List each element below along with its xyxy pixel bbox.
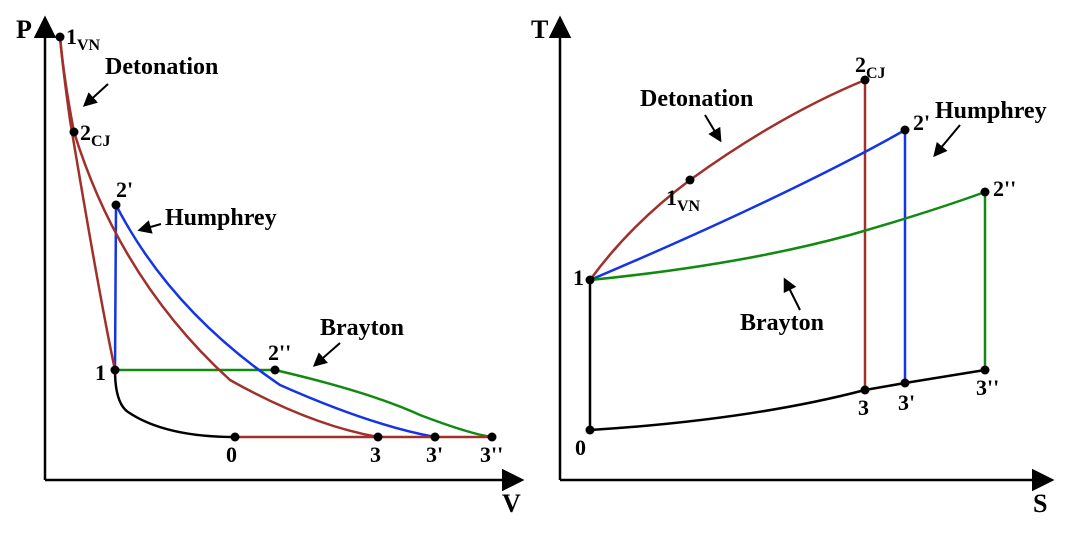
point-label-2CJ: 2CJ <box>855 52 886 82</box>
pv-arrow-humphrey <box>140 224 161 230</box>
point-2CJ <box>70 128 79 137</box>
pv-detonation-1vn-2cj <box>60 37 74 132</box>
ts-brayton-1-2pp <box>590 192 985 280</box>
point-1 <box>111 366 120 375</box>
pv-curve-0-1 <box>115 370 235 437</box>
ts-label-brayton: Brayton <box>740 310 824 336</box>
pv-arrow-detonation <box>85 84 108 105</box>
point-label-1: 1 <box>95 360 106 385</box>
ts-diagram: T S Detonation Humphrey Brayton 0 1 3 1VN 2C… <box>531 15 1050 518</box>
point-label-2p: 2' <box>913 110 930 135</box>
pv-label-humphrey: Humphrey <box>165 205 277 231</box>
point-2pp <box>271 366 280 375</box>
point-1 <box>586 276 595 285</box>
point-3 <box>861 386 870 395</box>
point-label-2pp: 2'' <box>268 340 291 365</box>
point-label-2CJ: 2CJ <box>80 120 111 150</box>
pv-brayton-2pp-3pp <box>275 370 492 437</box>
point-1VN <box>56 33 65 42</box>
ts-arrow-brayton <box>785 280 800 310</box>
point-label-3: 3 <box>858 395 869 420</box>
point-3 <box>374 433 383 442</box>
point-label-2pp: 2'' <box>993 176 1016 201</box>
point-2p <box>901 126 910 135</box>
pv-y-axis-label: P <box>16 15 32 44</box>
pv-label-brayton: Brayton <box>320 315 404 341</box>
pv-arrow-brayton <box>315 343 340 365</box>
point-label-0: 0 <box>226 442 237 467</box>
point-label-3p: 3' <box>898 390 915 415</box>
point-label-1VN: 1VN <box>66 24 101 54</box>
pv-diagram: P V Detonation Humphrey Brayton 0 1 3 1VN 2C… <box>16 15 521 518</box>
ts-x-axis-label: S <box>1033 489 1047 518</box>
ts-label-humphrey: Humphrey <box>935 98 1047 124</box>
ts-y-axis-label: T <box>531 15 548 44</box>
pv-label-detonation: Detonation <box>105 54 218 80</box>
ts-arrow-humphrey <box>935 125 960 155</box>
point-2pp <box>981 188 990 197</box>
point-3p <box>901 379 910 388</box>
point-label-3pp: 3'' <box>976 375 999 400</box>
ts-label-detonation: Detonation <box>640 86 753 112</box>
point-0 <box>586 426 595 435</box>
point-label-3: 3 <box>370 442 381 467</box>
ts-return-curve <box>590 370 985 430</box>
point-3p <box>431 433 440 442</box>
point-3pp <box>981 366 990 375</box>
point-label-3pp: 3'' <box>480 442 503 467</box>
point-3pp <box>488 433 497 442</box>
point-label-2p: 2' <box>116 177 133 202</box>
point-1VN <box>686 176 695 185</box>
ts-arrow-detonation <box>705 115 720 140</box>
pv-detonation-1-1vn <box>60 37 115 370</box>
point-label-1: 1 <box>573 265 584 290</box>
point-label-3p: 3' <box>426 442 443 467</box>
point-label-1VN: 1VN <box>666 185 701 215</box>
pv-x-axis-label: V <box>502 489 521 518</box>
point-0 <box>231 433 240 442</box>
point-label-0: 0 <box>575 435 586 460</box>
